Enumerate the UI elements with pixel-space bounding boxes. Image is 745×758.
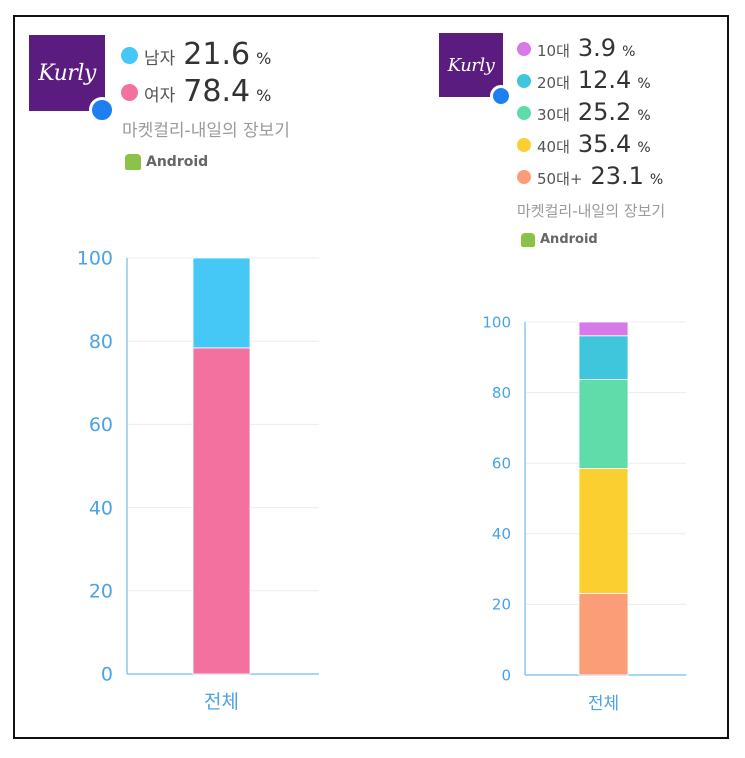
legend-item-10s: 10대 3.9 % [517, 34, 635, 62]
kurly-logo[interactable]: Kurly [439, 33, 512, 107]
legend-item-40s: 40대 35.4 % [517, 130, 651, 158]
y-tick-label: 60 [89, 414, 113, 436]
legend-label: 20대 [537, 74, 570, 92]
y-tick-label: 20 [492, 596, 511, 614]
legend-unit: % [637, 108, 651, 124]
legend-unit: % [256, 86, 272, 105]
gender-stacked-bar-chart: 0 20 40 60 80 100 전체 [77, 248, 319, 713]
legend-unit: % [649, 172, 664, 188]
legend-label: 여자 [144, 86, 176, 106]
legend-label: 50대+ [537, 170, 583, 188]
platform-text: Android [146, 154, 209, 170]
logo-text: Kurly [447, 54, 495, 76]
legend-swatch-icon [517, 106, 531, 120]
legend-swatch-icon [517, 74, 531, 88]
age-stacked-bar-chart: 0 20 40 60 80 100 전체 [482, 313, 686, 714]
y-tick-label: 60 [492, 454, 511, 472]
platform-dot-icon [490, 85, 512, 107]
legend-unit: % [637, 76, 651, 92]
kurly-logo[interactable]: Kurly [29, 35, 115, 123]
legend-item-50s: 50대+ 23.1 % [517, 162, 663, 190]
bar-segment [192, 257, 251, 349]
y-tick-label: 100 [77, 248, 113, 270]
x-category-label: 전체 [588, 694, 619, 714]
legend-value: 35.4 [577, 130, 632, 158]
y-tick-label: 40 [89, 497, 113, 519]
y-tick-label: 80 [492, 384, 511, 402]
x-category-label: 전체 [204, 691, 239, 713]
legend-swatch-icon [517, 42, 531, 56]
y-tick-label: 40 [492, 525, 511, 543]
legend-label: 30대 [537, 106, 570, 124]
legend-label: 10대 [537, 42, 570, 60]
legend-value: 25.2 [577, 98, 632, 126]
bar-segment [578, 593, 629, 676]
legend-unit: % [256, 49, 272, 68]
bar-segment [578, 335, 629, 380]
app-name: 마켓컬리-내일의 장보기 [517, 202, 666, 220]
logo-text: Kurly [38, 60, 96, 86]
legend-item-30s: 30대 25.2 % [517, 98, 651, 126]
legend-label: 남자 [144, 49, 176, 69]
legend-label: 40대 [537, 138, 570, 156]
y-tick-label: 80 [89, 331, 113, 353]
legend-value: 12.4 [577, 66, 632, 94]
screenshot-frame: Kurly 남자 21.6 % 여자 78.4 % 마켓컬리-내일의 장보기 A… [13, 15, 729, 739]
y-tick-label: 0 [101, 664, 113, 686]
app-name: 마켓컬리-내일의 장보기 [122, 121, 290, 141]
y-tick-label: 0 [501, 666, 511, 684]
legend-value: 21.6 [183, 37, 251, 72]
platform-label: Android [125, 154, 208, 170]
platform-label: Android [521, 232, 598, 247]
android-icon [125, 154, 141, 170]
bar-segment [578, 379, 629, 469]
bar-segment [192, 347, 251, 675]
legend-swatch-icon [121, 47, 138, 64]
legend-swatch-icon [517, 170, 531, 184]
legend-swatch-icon [121, 84, 138, 101]
platform-text: Android [540, 232, 598, 247]
bar-segment [578, 321, 629, 337]
legend-swatch-icon [517, 138, 531, 152]
legend-value: 23.1 [590, 162, 644, 190]
legend-value: 78.4 [183, 74, 251, 109]
bar-segment [578, 468, 629, 594]
y-tick-label: 100 [482, 313, 511, 331]
android-icon [521, 232, 535, 247]
legend-item-20s: 20대 12.4 % [517, 66, 651, 94]
y-tick-label: 20 [89, 580, 113, 602]
legend-item-male: 남자 21.6 % [121, 37, 271, 72]
legend-value: 3.9 [577, 34, 617, 62]
platform-dot-icon [89, 97, 115, 123]
legend-unit: % [637, 140, 651, 156]
legend-unit: % [622, 44, 636, 60]
legend-item-female: 여자 78.4 % [121, 74, 271, 109]
